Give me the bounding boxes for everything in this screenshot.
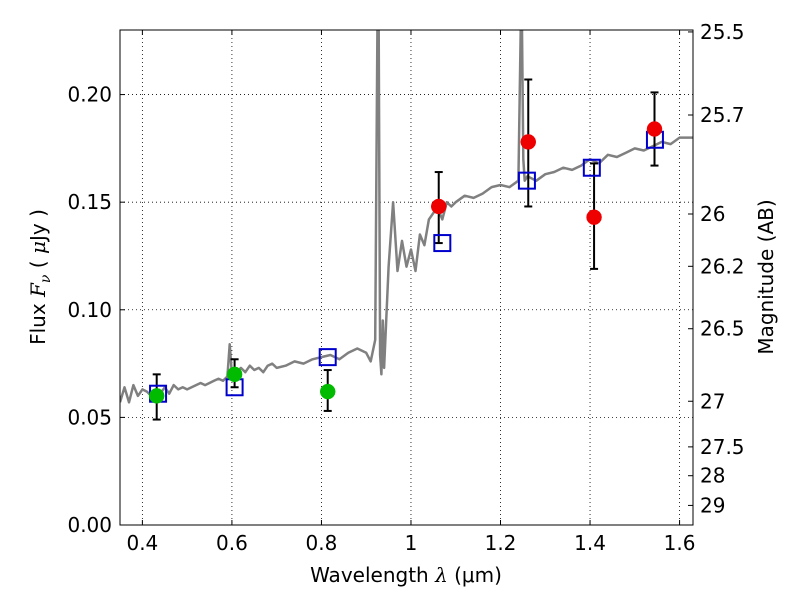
photometry-point (520, 134, 537, 150)
model-photometry-square (582, 158, 601, 177)
x-axis-label: Wavelength λ (μm) (310, 563, 502, 587)
right-tick-label: 26.5 (700, 317, 745, 341)
y-axis-label: Flux Fν ( μJy ) (26, 209, 54, 345)
right-tick-label: 29 (700, 493, 725, 517)
x-tick-label: 0.8 (306, 531, 338, 555)
grid (120, 30, 693, 525)
x-tick-label: 1 (405, 531, 418, 555)
plot-frame (119, 29, 694, 526)
plot-area (120, 30, 693, 421)
right-tick-label: 25.7 (700, 103, 745, 127)
photometry-point (226, 366, 243, 383)
y-tick-label: 0.10 (67, 298, 112, 322)
photometry-point (646, 121, 663, 137)
x-tick-label: 0.6 (216, 531, 248, 555)
photometry-point (430, 198, 447, 215)
photometry-point (586, 209, 602, 225)
model-photometry-square (318, 348, 337, 367)
spectrum-layer (120, 30, 693, 404)
spectrum-line (120, 30, 693, 404)
right-tick-label: 26 (700, 202, 725, 226)
x-tick-label: 1.4 (574, 531, 606, 555)
y-tick-label: 0.05 (67, 405, 112, 429)
right-tick-label: 28 (700, 464, 725, 488)
model-photometry-square (433, 234, 452, 253)
photometry-point (319, 383, 336, 400)
right-axis-label: Magnitude (AB) (754, 199, 778, 354)
x-tick-label: 1.2 (485, 531, 517, 555)
y-tick-label: 0.15 (67, 190, 112, 214)
right-tick-label: 27.5 (700, 435, 745, 459)
model-photometry-square (517, 171, 536, 190)
axis-ticks: 0.4 0.6 0.8 1 1.2 1.4 1.6 0.00 0.05 0.10 0.15 0.20 2… (67, 20, 744, 555)
right-tick-label: 26.2 (700, 254, 745, 278)
photometry-point (148, 388, 165, 404)
y-tick-label: 0.00 (67, 513, 112, 537)
y-tick-label: 0.20 (67, 83, 112, 107)
photometry-layer (148, 121, 663, 404)
x-tick-label: 1.6 (664, 531, 696, 555)
x-tick-label: 0.4 (126, 531, 158, 555)
right-tick-label: 25.5 (700, 20, 745, 44)
right-tick-label: 27 (700, 389, 725, 413)
